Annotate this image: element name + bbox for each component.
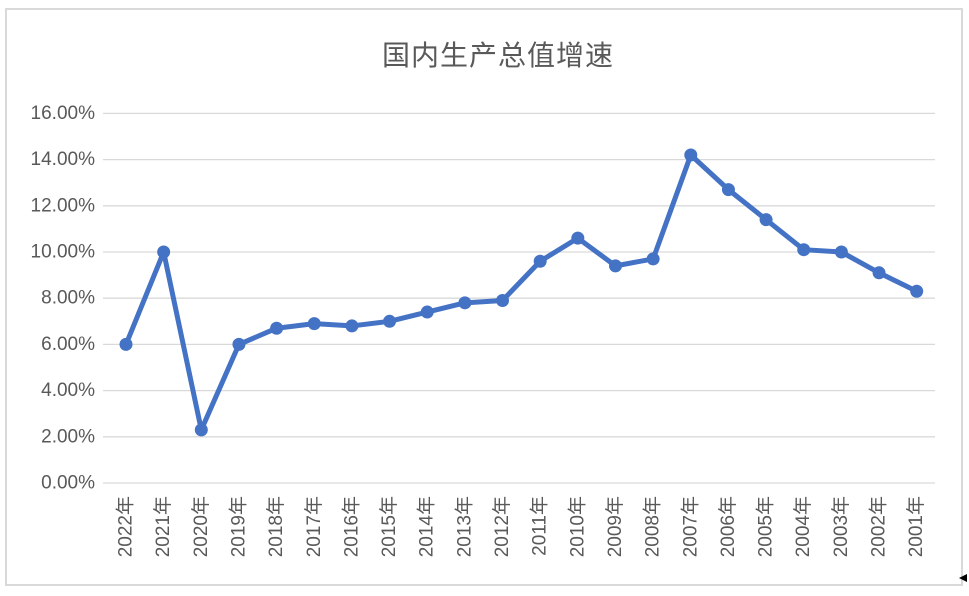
y-axis-label: 14.00% <box>31 149 96 170</box>
x-axis-label: 2006年 <box>717 496 739 557</box>
x-axis-label: 2013年 <box>453 496 475 557</box>
x-axis-label: 2021年 <box>152 496 174 557</box>
y-axis-label: 16.00% <box>31 103 96 124</box>
x-axis-label: 2020年 <box>190 496 212 557</box>
x-axis-label: 2001年 <box>905 496 927 557</box>
x-axis-label: 2010年 <box>566 496 588 557</box>
chart-frame <box>5 8 963 586</box>
data-point <box>571 231 585 245</box>
data-point <box>646 252 660 266</box>
data-point <box>119 337 133 351</box>
data-point <box>834 245 848 259</box>
data-point <box>307 317 321 331</box>
x-axis-label: 2019年 <box>227 496 249 557</box>
data-point <box>157 245 171 259</box>
y-axis-label: 2.00% <box>41 426 95 447</box>
x-axis-label: 2002年 <box>868 496 890 557</box>
data-point <box>270 321 284 335</box>
data-point <box>232 337 246 351</box>
y-axis-label: 6.00% <box>41 334 95 355</box>
chart-title: 国内生产总值增速 <box>381 40 614 71</box>
x-axis-label: 2005年 <box>755 496 777 557</box>
x-axis-label: 2018年 <box>265 496 287 557</box>
data-point <box>458 296 472 310</box>
data-point <box>759 213 773 227</box>
data-point <box>797 243 811 257</box>
data-point <box>910 284 924 298</box>
y-axis-label: 0.00% <box>41 473 95 494</box>
x-axis-label: 2011年 <box>529 496 551 556</box>
x-axis-label: 2022年 <box>115 496 137 557</box>
data-point <box>345 319 359 333</box>
x-axis-label: 2016年 <box>340 496 362 557</box>
x-axis-label: 2008年 <box>642 496 664 557</box>
x-axis-label: 2012年 <box>491 496 513 557</box>
y-axis-label: 12.00% <box>31 195 96 216</box>
y-axis-label: 4.00% <box>41 380 95 401</box>
x-axis-label: 2015年 <box>378 496 400 557</box>
y-axis-label: 8.00% <box>41 288 95 309</box>
x-axis-label: 2004年 <box>792 496 814 557</box>
corner-arrow-icon <box>959 574 967 582</box>
data-point <box>383 314 397 328</box>
data-point <box>684 148 698 162</box>
x-axis-label: 2007年 <box>679 496 701 557</box>
data-point <box>721 183 735 197</box>
data-point <box>872 266 886 280</box>
x-axis-label: 2003年 <box>830 496 852 557</box>
data-point <box>420 305 434 319</box>
x-axis-label: 2014年 <box>416 496 438 557</box>
data-point <box>533 254 547 268</box>
data-point <box>496 294 510 308</box>
data-line <box>123 152 920 433</box>
data-point <box>194 423 208 437</box>
x-axis-label: 2009年 <box>604 496 626 557</box>
y-axis-label: 10.00% <box>31 242 96 263</box>
x-axis-label: 2017年 <box>303 496 325 557</box>
data-point <box>608 259 622 273</box>
